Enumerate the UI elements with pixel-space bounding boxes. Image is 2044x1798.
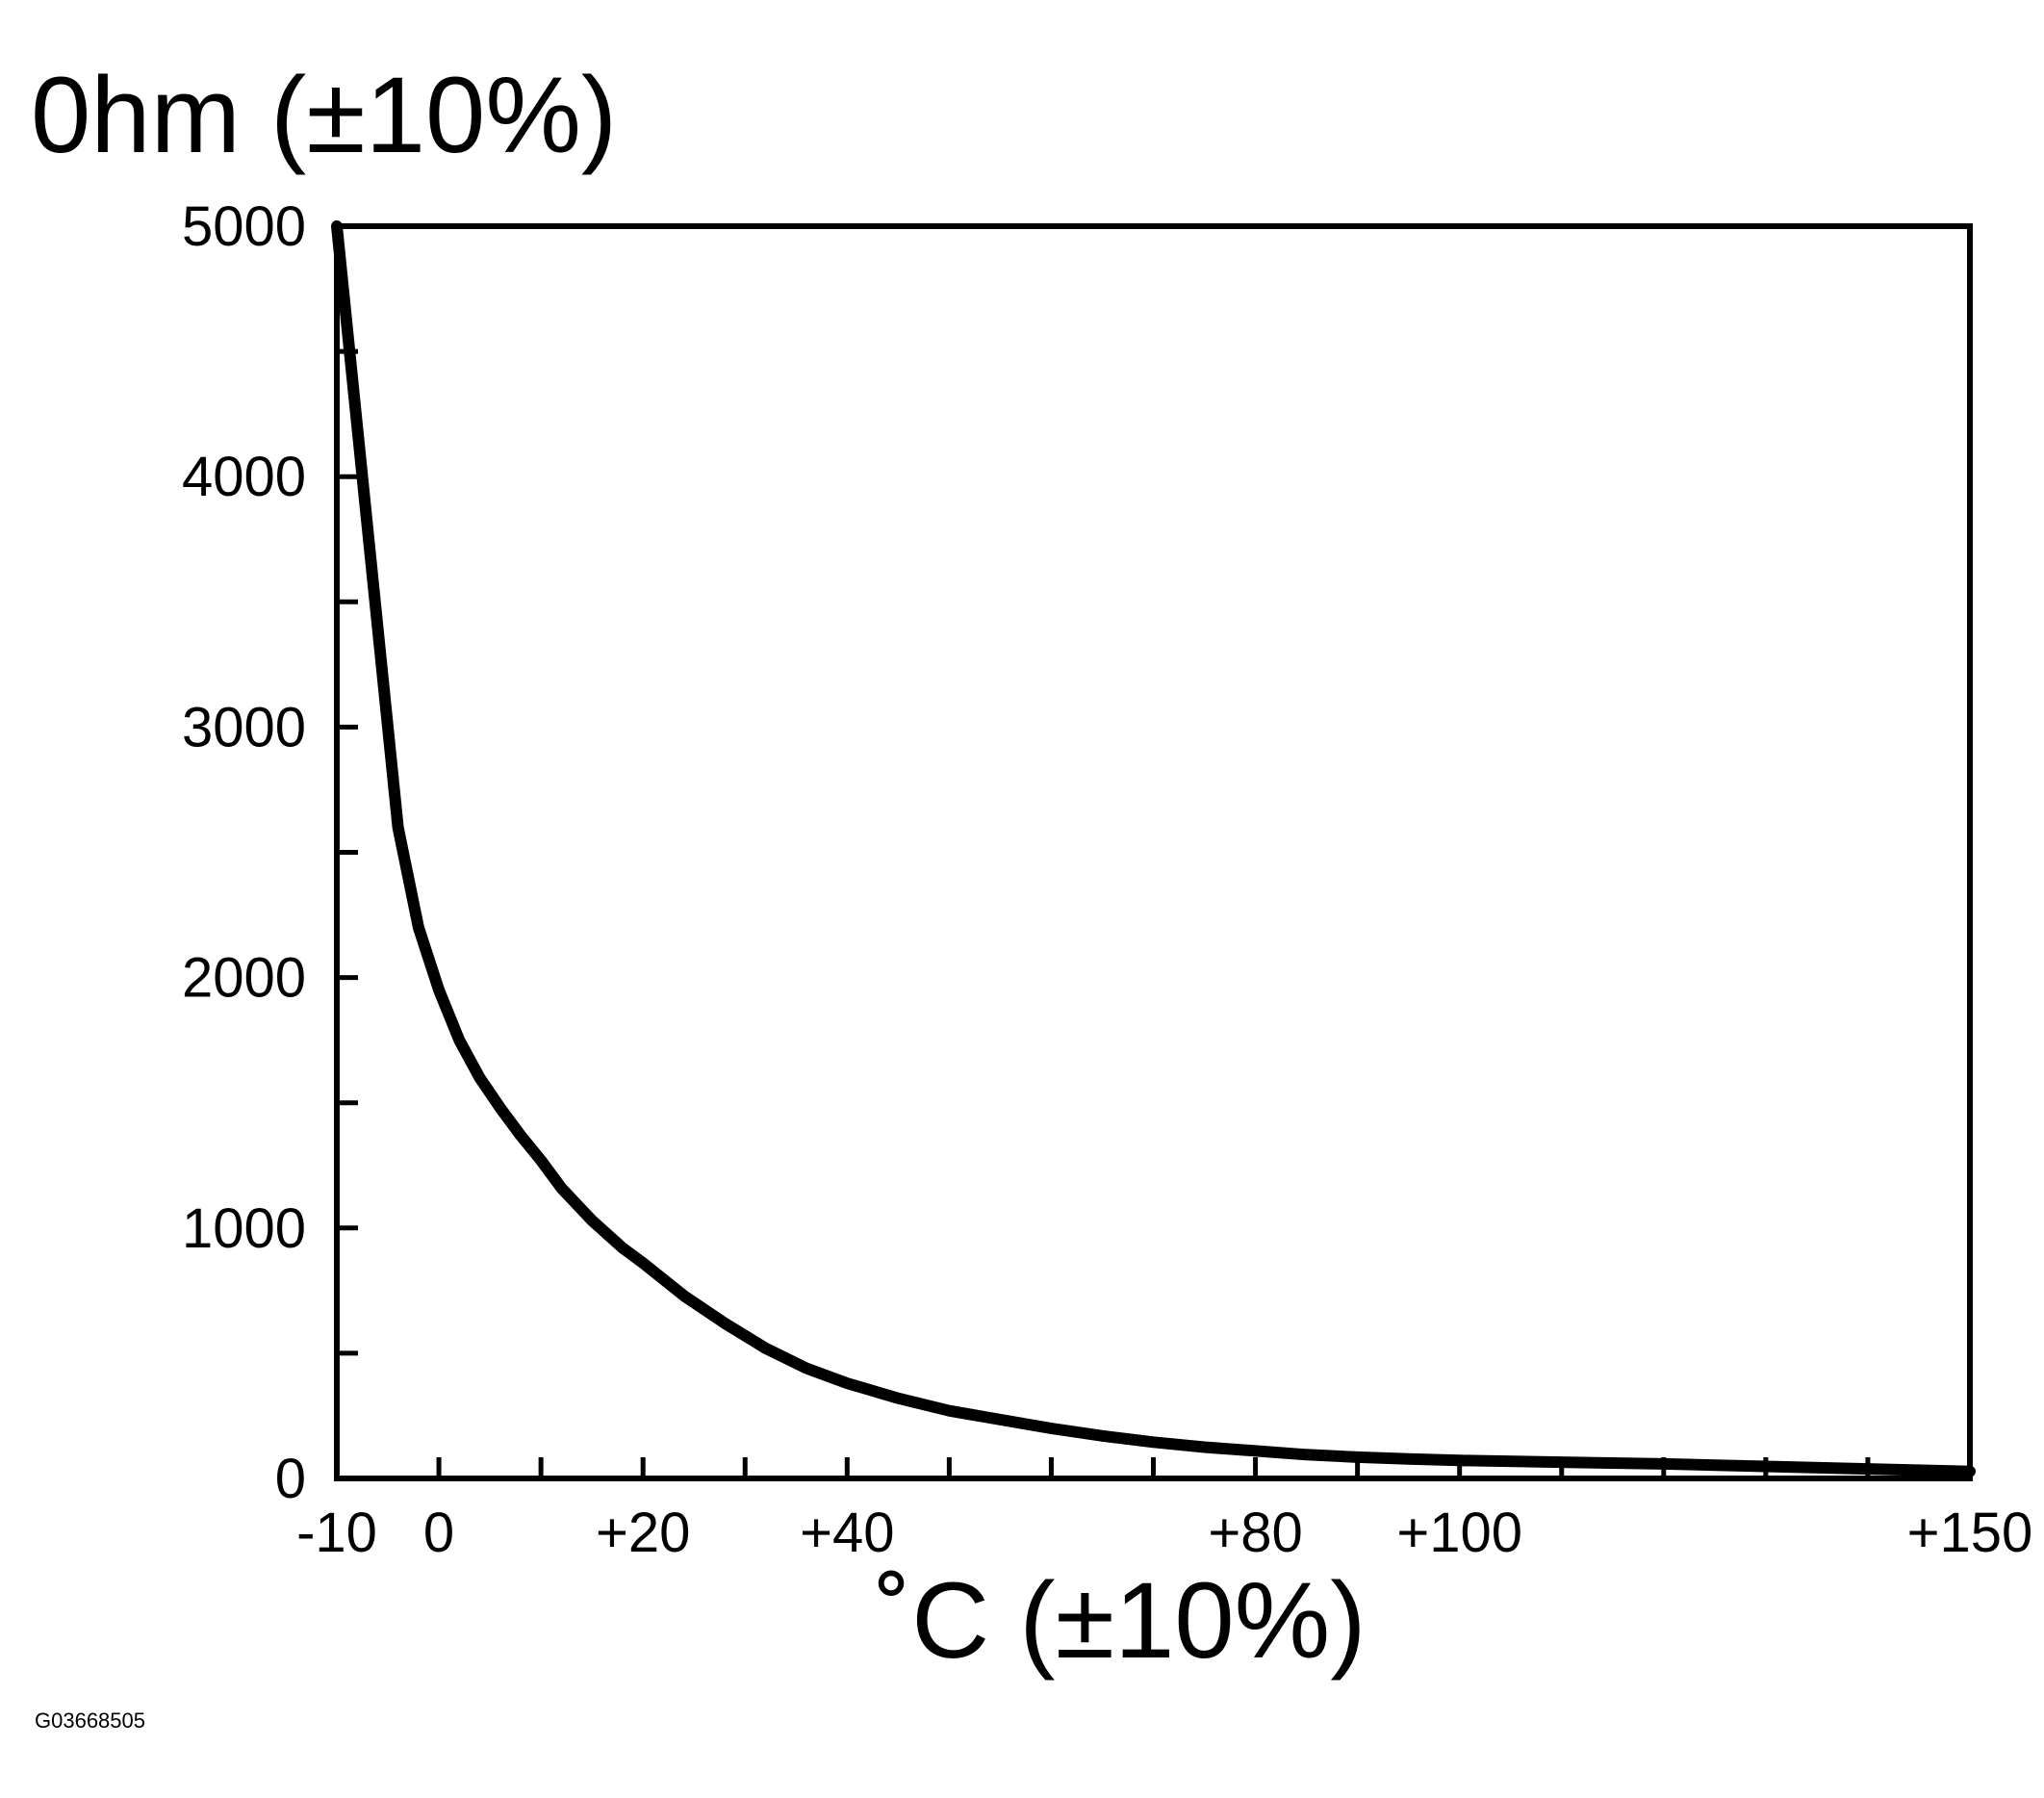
y-axis-title: 0hm (±10%) <box>31 55 617 175</box>
y-tick-label: 4000 <box>182 446 306 508</box>
y-tick-label: 5000 <box>182 195 306 258</box>
x-tick-label: -10 <box>296 1502 377 1564</box>
x-axis-title: ˚C (±10%) <box>876 1560 1367 1681</box>
x-tick-label: +150 <box>1907 1502 2033 1564</box>
y-tick-label: 0 <box>275 1448 306 1510</box>
resistance-curve <box>331 220 1976 1477</box>
x-tick-label: 0 <box>423 1502 454 1564</box>
x-tick-label: +40 <box>800 1502 894 1564</box>
y-tick-label: 1000 <box>182 1197 306 1260</box>
figure-id: G03668505 <box>35 1708 145 1733</box>
x-tick-label: +20 <box>596 1502 690 1564</box>
x-tick-label: +80 <box>1208 1502 1302 1564</box>
x-tick-label: +100 <box>1396 1502 1522 1564</box>
y-tick-label: 2000 <box>182 947 306 1010</box>
plot-frame <box>334 223 1973 1481</box>
y-tick-label: 3000 <box>182 696 306 758</box>
axis-ticks <box>337 348 1871 1478</box>
tick-labels: -10 0 +20 +40 +80 +100 +1500100020003000400050… <box>182 195 2032 1564</box>
